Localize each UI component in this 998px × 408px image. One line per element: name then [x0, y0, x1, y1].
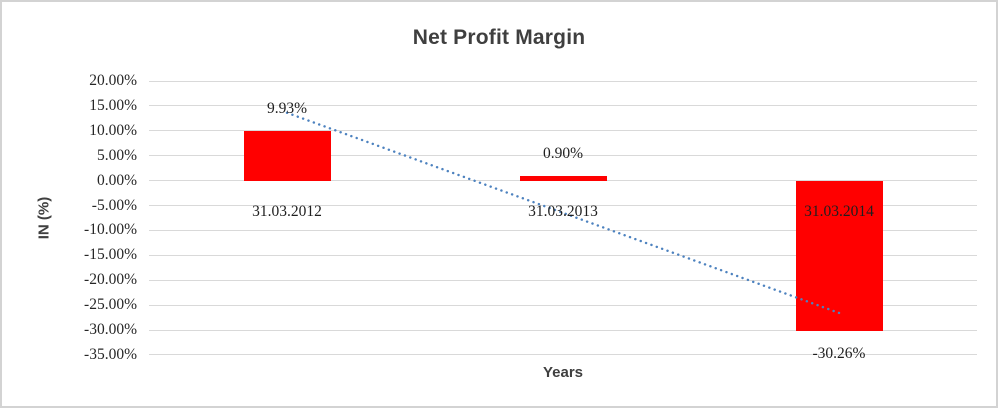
y-tick-label: -35.00% — [84, 345, 137, 363]
y-tick-label: -5.00% — [91, 196, 137, 214]
y-tick-label: -10.00% — [84, 221, 137, 239]
y-tick-label: 10.00% — [89, 121, 137, 139]
y-tick-label: -25.00% — [84, 296, 137, 314]
y-tick-label: -30.00% — [84, 321, 137, 338]
x-category-label: 31.03.2014 — [804, 202, 874, 220]
gridline — [149, 329, 977, 331]
y-tick-label: 5.00% — [96, 146, 137, 164]
x-category-label: 31.03.2012 — [252, 202, 322, 220]
y-tick-label: -20.00% — [84, 271, 137, 289]
y-tick-label: 0.00% — [96, 171, 137, 189]
gridline — [149, 354, 977, 356]
bar-31.03.2013[interactable] — [519, 176, 607, 181]
data-label: -30.26% — [812, 345, 866, 363]
y-tick-label: -15.00% — [84, 246, 137, 264]
data-label: 9.93% — [266, 100, 308, 118]
y-tick-label: 20.00% — [89, 72, 137, 89]
bar-31.03.2012[interactable] — [243, 131, 331, 181]
gridline — [149, 80, 977, 82]
chart-title: Net Profit Margin — [412, 26, 586, 49]
gridline — [149, 105, 977, 107]
x-category-label: 31.03.2013 — [528, 202, 598, 220]
y-tick-label: 15.00% — [89, 96, 137, 114]
data-label: 0.90% — [542, 145, 584, 163]
x-axis-title: Years — [542, 364, 584, 381]
